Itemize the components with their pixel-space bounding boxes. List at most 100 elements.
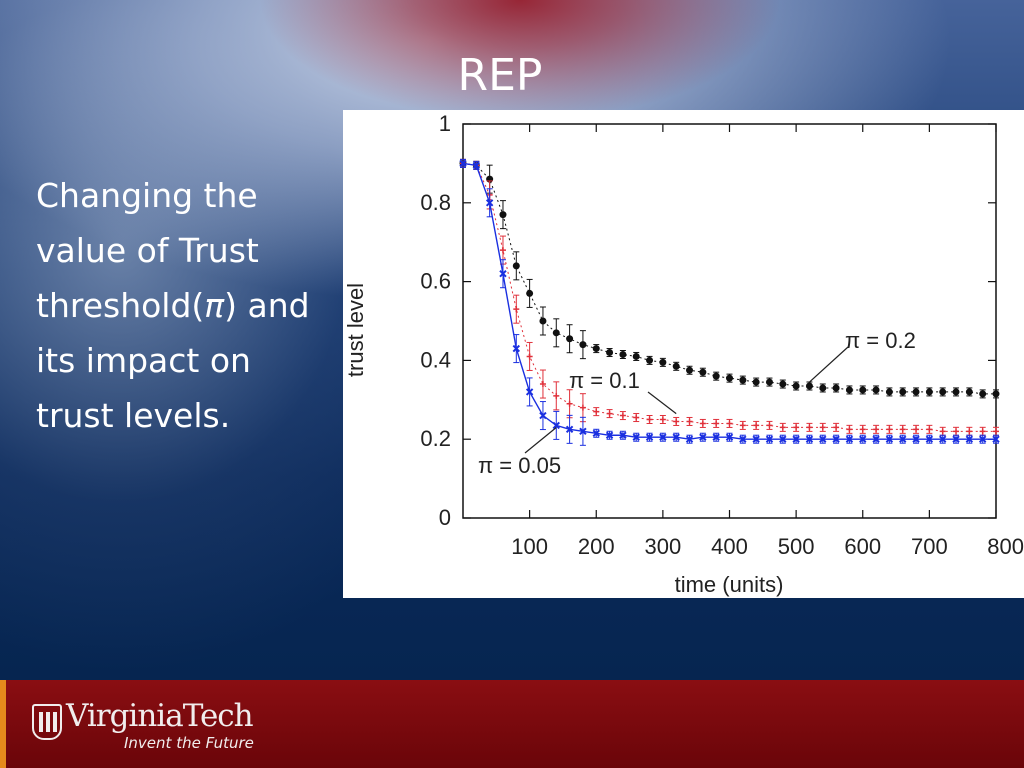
data-point	[512, 344, 521, 353]
data-point	[713, 420, 720, 427]
data-point	[619, 412, 626, 419]
data-point	[993, 428, 999, 435]
x-axis-ticks: 100 200 300 400 500 600 700 800	[511, 124, 1024, 559]
y-tick-label: 0.2	[420, 426, 451, 451]
data-point	[646, 356, 654, 364]
data-point	[979, 390, 987, 398]
data-point	[806, 424, 813, 431]
annotation-label: π = 0.2	[845, 328, 916, 353]
data-point	[765, 378, 773, 386]
x-tick-label: 500	[778, 534, 815, 559]
data-point	[779, 424, 786, 431]
data-point	[699, 368, 707, 376]
data-point	[619, 350, 627, 358]
data-point	[992, 435, 1000, 443]
data-point	[499, 211, 507, 219]
data-point	[659, 416, 666, 423]
data-point	[699, 433, 707, 441]
data-point	[579, 341, 587, 349]
chart-panel: 0 0.2 0.4 0.6 0.8 1 100 200 300 400 500 600 700 800 …	[343, 110, 1024, 598]
annotation-arrow	[809, 346, 849, 383]
y-tick-label: 0.8	[420, 190, 451, 215]
data-point	[513, 306, 520, 313]
data-point	[885, 435, 894, 443]
data-point	[579, 427, 587, 436]
data-point	[553, 392, 560, 399]
data-point	[686, 366, 694, 374]
data-point	[833, 424, 840, 431]
data-point	[712, 433, 720, 441]
slide-body-text: Changing the value of Trust threshold(π)…	[36, 168, 356, 443]
annotation-label: π = 0.05	[478, 453, 561, 478]
data-point	[792, 382, 800, 390]
annotation-label: π = 0.1	[569, 368, 640, 393]
y-tick-label: 1	[439, 111, 451, 136]
data-point	[952, 435, 960, 443]
footer-bar	[0, 680, 1024, 768]
x-tick-label: 300	[645, 534, 682, 559]
footer-accent-stripe	[0, 680, 6, 768]
data-point	[739, 435, 747, 443]
data-point	[685, 435, 694, 443]
data-point	[539, 381, 546, 388]
body-line-1: Changing the	[36, 176, 258, 215]
data-point	[526, 289, 534, 297]
data-point	[605, 431, 614, 439]
data-point	[792, 435, 800, 443]
data-point	[912, 435, 920, 443]
shield-bar-left	[39, 712, 43, 732]
body-line-3a: threshold(	[36, 286, 205, 325]
data-point	[966, 428, 973, 435]
data-point	[805, 435, 814, 443]
data-point	[913, 426, 920, 433]
trust-level-chart: 00.20.40.60.81 100 200 300 400 500 600 700 800 …	[343, 111, 1024, 597]
series-1	[459, 158, 1000, 399]
data-point	[752, 378, 760, 386]
data-point	[752, 435, 760, 443]
data-point	[885, 388, 893, 396]
data-point	[873, 426, 880, 433]
y-tick-label: 0.6	[420, 269, 451, 294]
data-point	[565, 425, 574, 434]
data-point	[938, 435, 947, 443]
data-point	[925, 388, 933, 396]
data-point	[525, 388, 534, 396]
data-point	[485, 199, 494, 207]
data-point	[779, 435, 787, 443]
data-point	[872, 386, 880, 394]
data-point	[819, 435, 827, 443]
virginia-tech-logo: VirginiaTech Invent the Future	[32, 698, 292, 756]
data-point	[939, 388, 947, 396]
pi-symbol: π	[204, 286, 225, 325]
data-point	[859, 386, 867, 394]
chart-series	[459, 158, 1000, 446]
data-point	[672, 362, 680, 370]
data-point	[832, 435, 840, 443]
body-line-4: its impact on	[36, 341, 251, 380]
x-tick-label: 400	[711, 534, 748, 559]
data-point	[726, 420, 733, 427]
data-point	[512, 262, 520, 270]
annotation-arrow	[647, 391, 677, 415]
data-point	[739, 376, 747, 384]
data-point	[632, 352, 640, 360]
body-line-2: value of Trust	[36, 231, 259, 270]
series-3	[459, 158, 1000, 446]
data-point	[845, 435, 854, 443]
data-point	[659, 358, 667, 366]
series-line	[462, 162, 996, 432]
body-line-3: threshold(π) and	[36, 278, 356, 333]
data-point	[712, 372, 720, 380]
data-point	[539, 411, 547, 420]
data-point	[686, 418, 693, 425]
data-point	[579, 404, 586, 411]
annotation-arrow	[524, 427, 557, 454]
data-point	[753, 422, 760, 429]
y-tick-label: 0.4	[420, 347, 451, 372]
x-axis-label: time (units)	[675, 572, 784, 597]
logo-tagline: Invent the Future	[124, 734, 254, 752]
data-point	[899, 426, 906, 433]
data-point	[819, 424, 826, 431]
x-tick-label: 200	[578, 534, 615, 559]
data-point	[805, 382, 813, 390]
